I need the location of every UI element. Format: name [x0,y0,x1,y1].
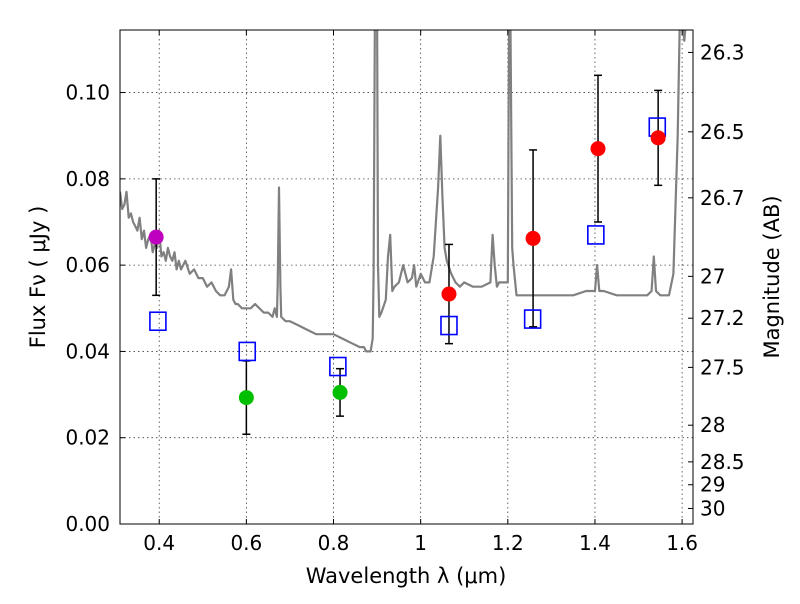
x-tick-label: 1.6 [666,531,698,555]
y2-tick-label: 27.5 [700,355,745,379]
y2-tick-label: 30 [700,496,725,520]
y2-tick-label: 26.7 [700,186,745,210]
x-tick-label: 0.4 [143,531,175,555]
measured-flux-point [525,230,541,246]
plot-area [120,30,687,436]
y2-tick-label: 26.5 [700,120,745,144]
x-tick-label: 0.8 [318,531,350,555]
plot-frame [119,29,694,525]
measured-flux-point [148,229,164,245]
model-spectrum-line [120,30,687,353]
axis-ticks: 0.4 0.6 0.8 1 1.2 1.4 1.6 0.00 0.02 0.04 0.06 0.08 0… [65,30,745,555]
measured-flux-point [332,384,348,400]
measured-flux-point [441,286,457,302]
x-tick-label: 1.4 [579,531,611,555]
x-axis-label: Wavelength λ (μm) [306,564,507,588]
model-photometry-square [329,356,347,377]
y2-tick-label: 29 [700,473,725,497]
model-photometry-square [587,225,605,245]
x-tick-label: 1.2 [492,531,524,555]
y2-tick-label: 26.3 [700,40,745,64]
y-tick-label: 0.10 [65,81,110,105]
measured-flux-point [650,130,666,146]
y-axis-label: Flux Fν ( μJy ) [26,206,50,349]
y2-tick-label: 28 [700,413,725,437]
measured-flux-point [238,390,254,406]
y2-tick-label: 27.2 [700,306,745,330]
measured-flux-point [590,141,606,157]
y-tick-label: 0.06 [65,253,110,277]
model-photometry-square [238,341,257,362]
model-photometry-square [440,315,458,336]
y-tick-label: 0.08 [65,167,110,191]
y2-tick-label: 27 [700,264,725,288]
model-photometry-square [523,309,542,329]
model-photometry-square [149,311,167,332]
y-tick-label: 0.02 [65,426,110,450]
y-tick-label: 0.00 [65,512,110,536]
x-tick-label: 0.6 [230,531,262,555]
x-tick-label: 1 [414,531,427,555]
y2-tick-label: 28.5 [700,450,745,474]
y-tick-label: 0.04 [65,339,110,363]
y2-axis-label: Magnitude (AB) [760,195,784,358]
